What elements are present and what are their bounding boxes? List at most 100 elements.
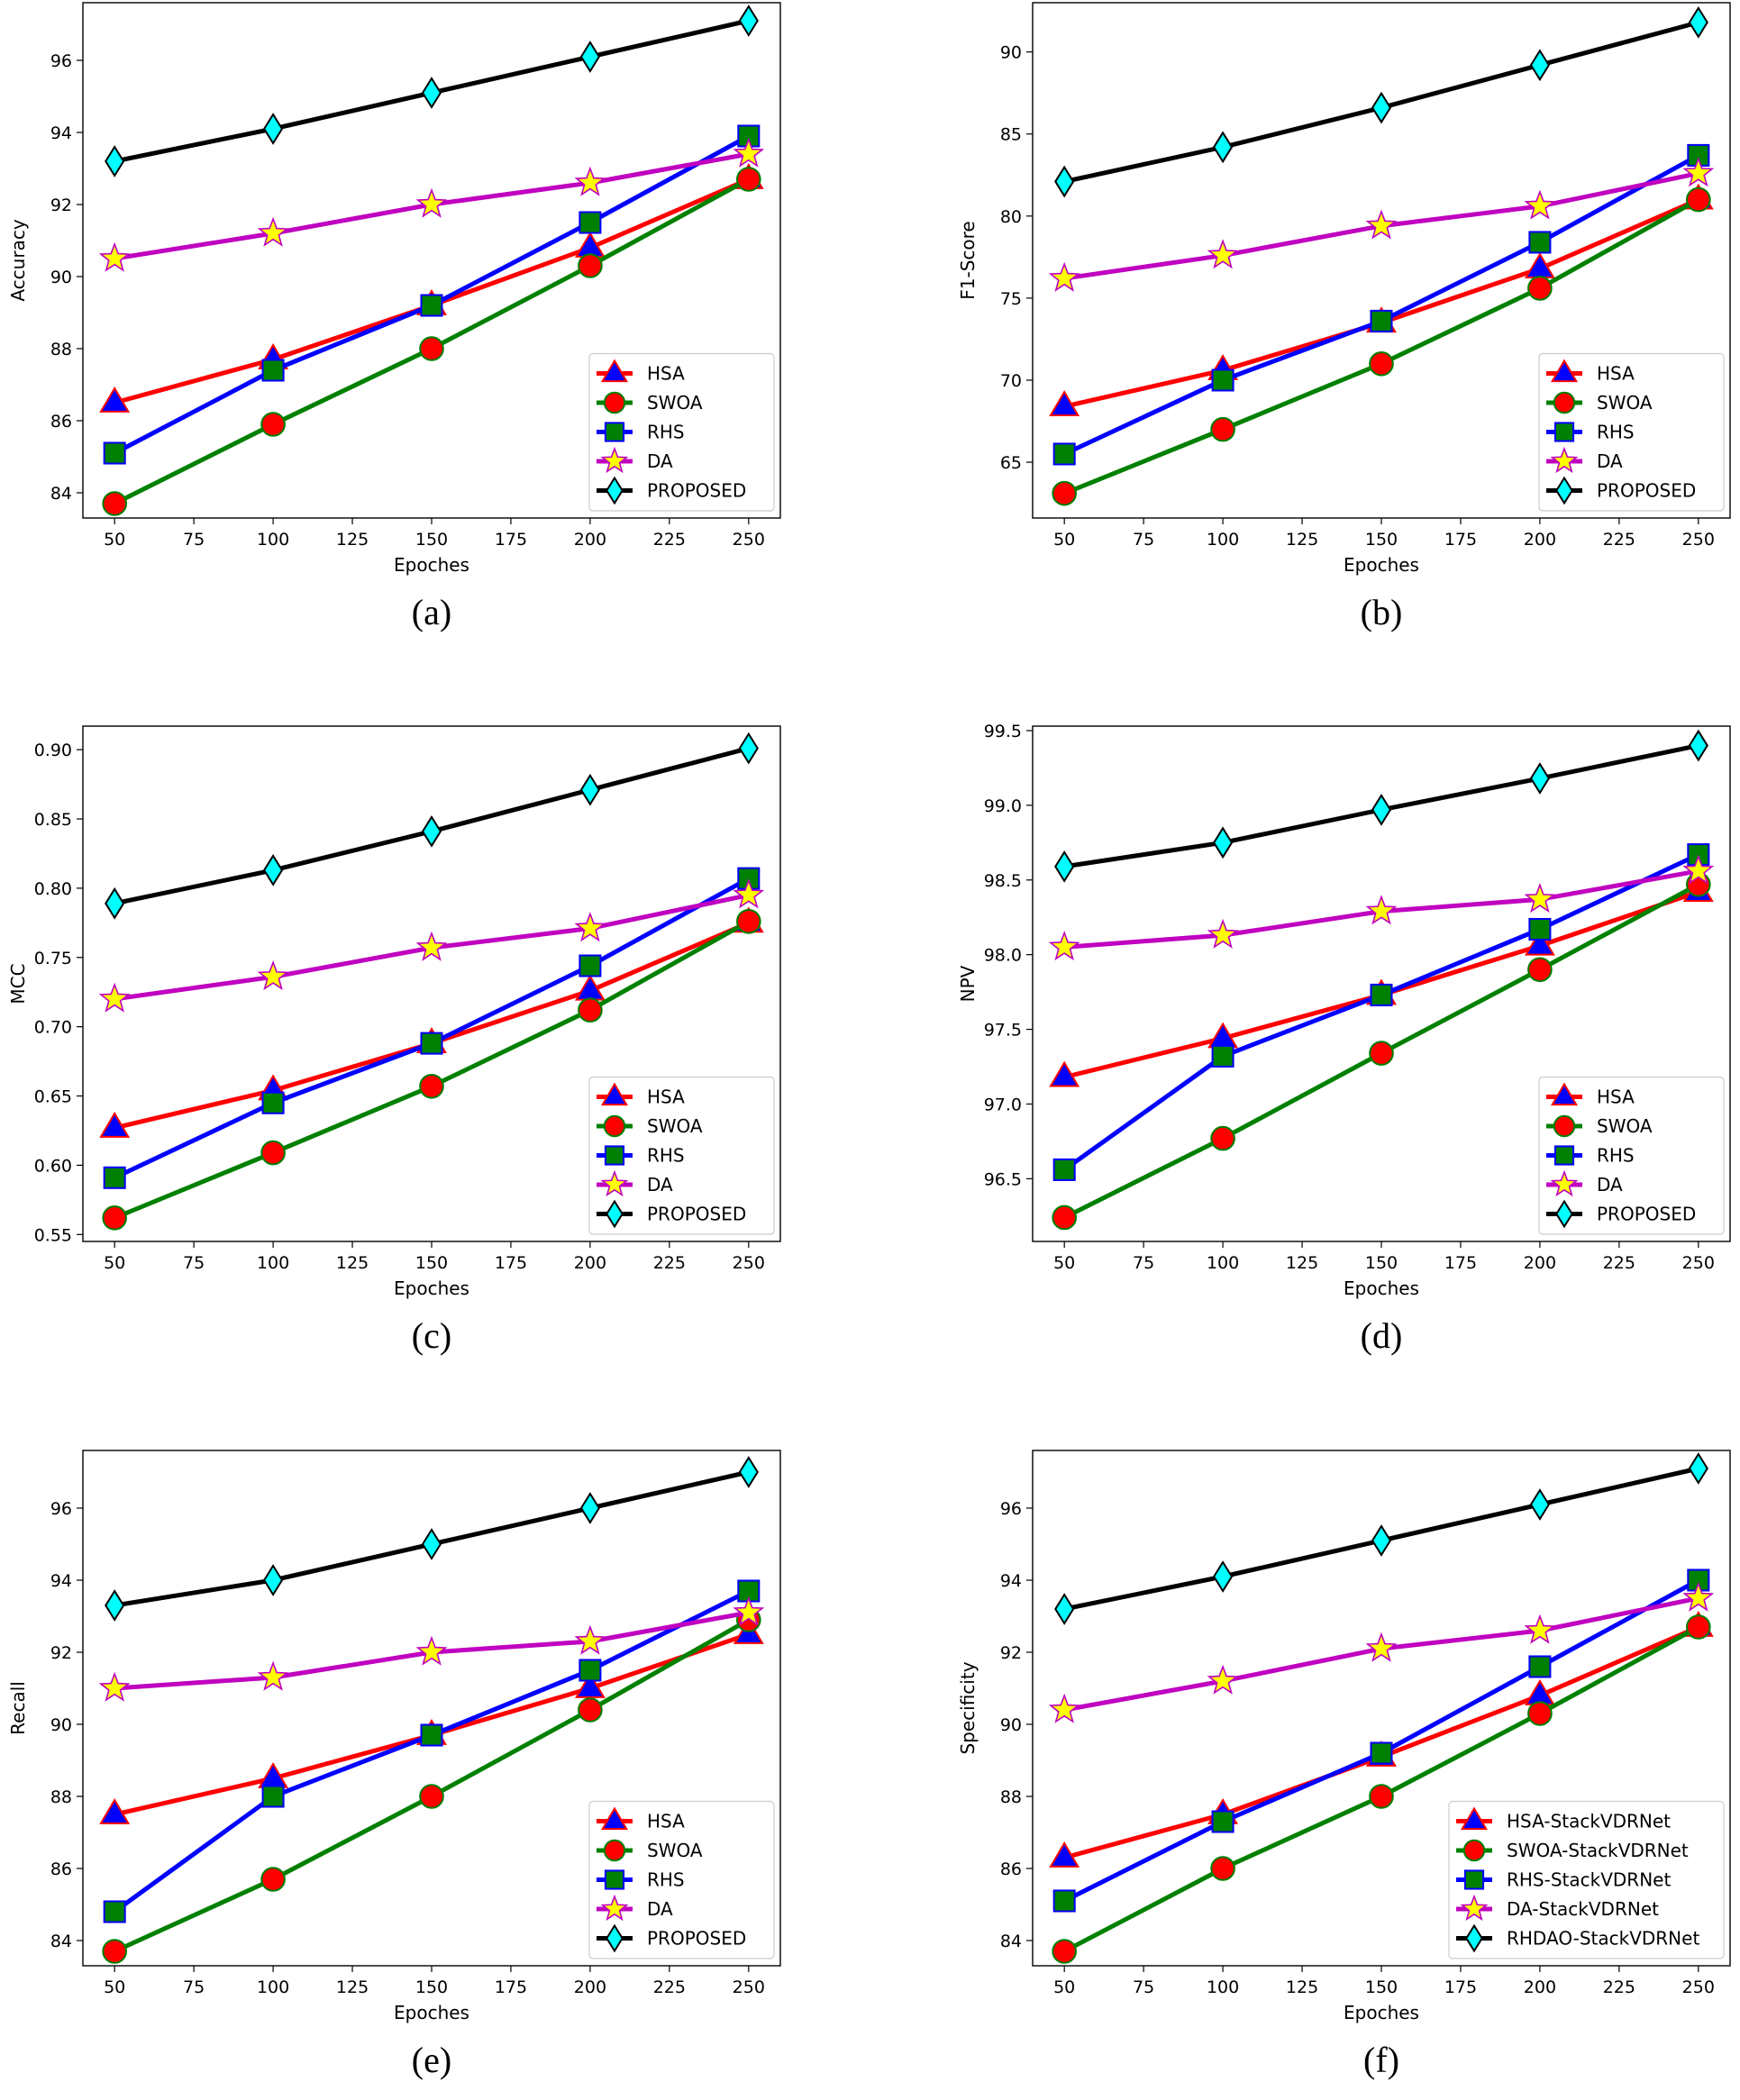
data-point [579,41,601,73]
y-tick-label: 94 [1000,1571,1022,1591]
y-tick-label: 90 [50,1715,72,1735]
data-point [1049,390,1080,417]
y-axis-label: Accuracy [7,219,29,301]
x-tick-label: 50 [104,530,125,550]
data-point [1365,1632,1398,1662]
legend-label: DA [647,1898,673,1920]
legend-label: RHDAO-StackVDRNet [1507,1928,1699,1950]
legend-label: PROPOSED [647,1928,746,1950]
data-point [261,1091,285,1114]
legend-label: HSA [647,1086,685,1108]
data-point [99,1111,131,1138]
legend-label: SWOA [1597,392,1653,414]
data-point [1370,309,1393,332]
legend-swatch-marker [1463,1869,1485,1890]
data-point [1371,1524,1392,1557]
data-point [1048,931,1080,961]
data-point [1524,929,1555,956]
series-4 [98,1595,765,1702]
x-tick-label: 50 [1053,530,1075,550]
data-point [579,773,601,806]
legend-swatch-marker [1460,1894,1489,1922]
data-point [738,732,759,765]
data-point [1527,1701,1553,1726]
chart-5: 50 75 100 125 150 175 200 225 250 84 86 88 90 92 94 96 E… [7,1450,781,2080]
x-tick-label: 100 [257,530,289,550]
x-tick-label: 50 [1053,1977,1075,1997]
data-point [420,294,443,317]
y-tick-label: 88 [1000,1787,1022,1807]
legend-label: RHS [647,1145,685,1167]
data-point [1211,1044,1234,1068]
x-tick-label: 150 [1365,1977,1398,1997]
legend-label: HSA [1597,1086,1635,1108]
data-point [1211,1810,1234,1833]
legend-label: SWOA [647,1115,703,1137]
series-5 [105,732,759,920]
legend-label: DA-StackVDRNet [1507,1898,1659,1920]
y-tick-label: 85 [1000,125,1022,145]
series-3 [1052,843,1710,1181]
x-tick-label: 100 [1207,530,1239,550]
data-point [1370,1741,1393,1765]
chart-caption: (e) [412,2040,451,2080]
legend-swatch-marker [1553,422,1575,442]
series-5 [105,5,759,177]
y-axis-label: F1-Score [957,221,979,299]
legend-swatch-marker [600,1806,629,1831]
y-tick-label: 84 [50,484,72,504]
x-tick-label: 150 [1365,1253,1398,1273]
data-point [103,1900,126,1923]
series-2 [102,909,761,1231]
y-axis-label: Recall [7,1681,29,1735]
legend-label: SWOA [647,392,703,414]
legend-label: PROPOSED [647,1204,746,1225]
series-3 [1052,1568,1710,1913]
data-point [260,1140,286,1166]
data-point [1207,239,1239,269]
x-tick-label: 225 [1603,1977,1635,1997]
series-4 [1048,157,1715,292]
x-tick-label: 200 [574,1253,606,1273]
legend-label: DA [1597,1174,1623,1195]
data-point [1528,231,1552,254]
data-point [1527,957,1553,983]
data-point [1052,442,1076,466]
data-point [733,878,765,909]
data-point [415,931,448,961]
x-tick-label: 225 [1603,530,1635,550]
legend-swatch-marker [1553,391,1576,414]
series-3 [1052,143,1710,466]
x-tick-label: 125 [1286,1977,1318,1997]
data-point [574,166,606,196]
chart-caption: (b) [1361,592,1403,632]
data-point [579,1492,601,1524]
data-point [105,1589,125,1622]
x-axis-label: Epoches [394,1277,469,1299]
legend: HSA SWOA RHS DA PROPOSED [1538,1076,1725,1235]
data-point [105,145,125,177]
y-tick-label: 97.0 [984,1095,1022,1114]
series-5 [1054,729,1708,883]
data-point [1369,350,1394,377]
legend-label: HSA [647,1811,685,1832]
legend: HSA SWOA RHS DA PROPOSED [588,352,775,512]
legend-box [588,352,775,512]
x-tick-label: 250 [733,1977,765,1997]
data-point [1207,918,1239,949]
x-tick-label: 75 [1133,1253,1154,1273]
legend-label: SWOA [1597,1115,1653,1137]
y-tick-label: 90 [50,268,72,287]
series-2 [1052,186,1711,506]
data-point [103,441,126,465]
data-point [578,954,602,977]
x-tick-label: 75 [183,1977,205,1997]
data-point [99,386,131,413]
x-tick-label: 175 [495,530,527,550]
series-5 [105,1456,759,1622]
legend: HSA-StackVDRNet SWOA-StackVDRNet RHS-Stack… [1448,1800,1725,1959]
x-tick-label: 225 [1603,1253,1635,1273]
series-5 [1054,1452,1708,1625]
data-point [1369,1784,1394,1809]
y-tick-label: 65 [1000,453,1022,473]
